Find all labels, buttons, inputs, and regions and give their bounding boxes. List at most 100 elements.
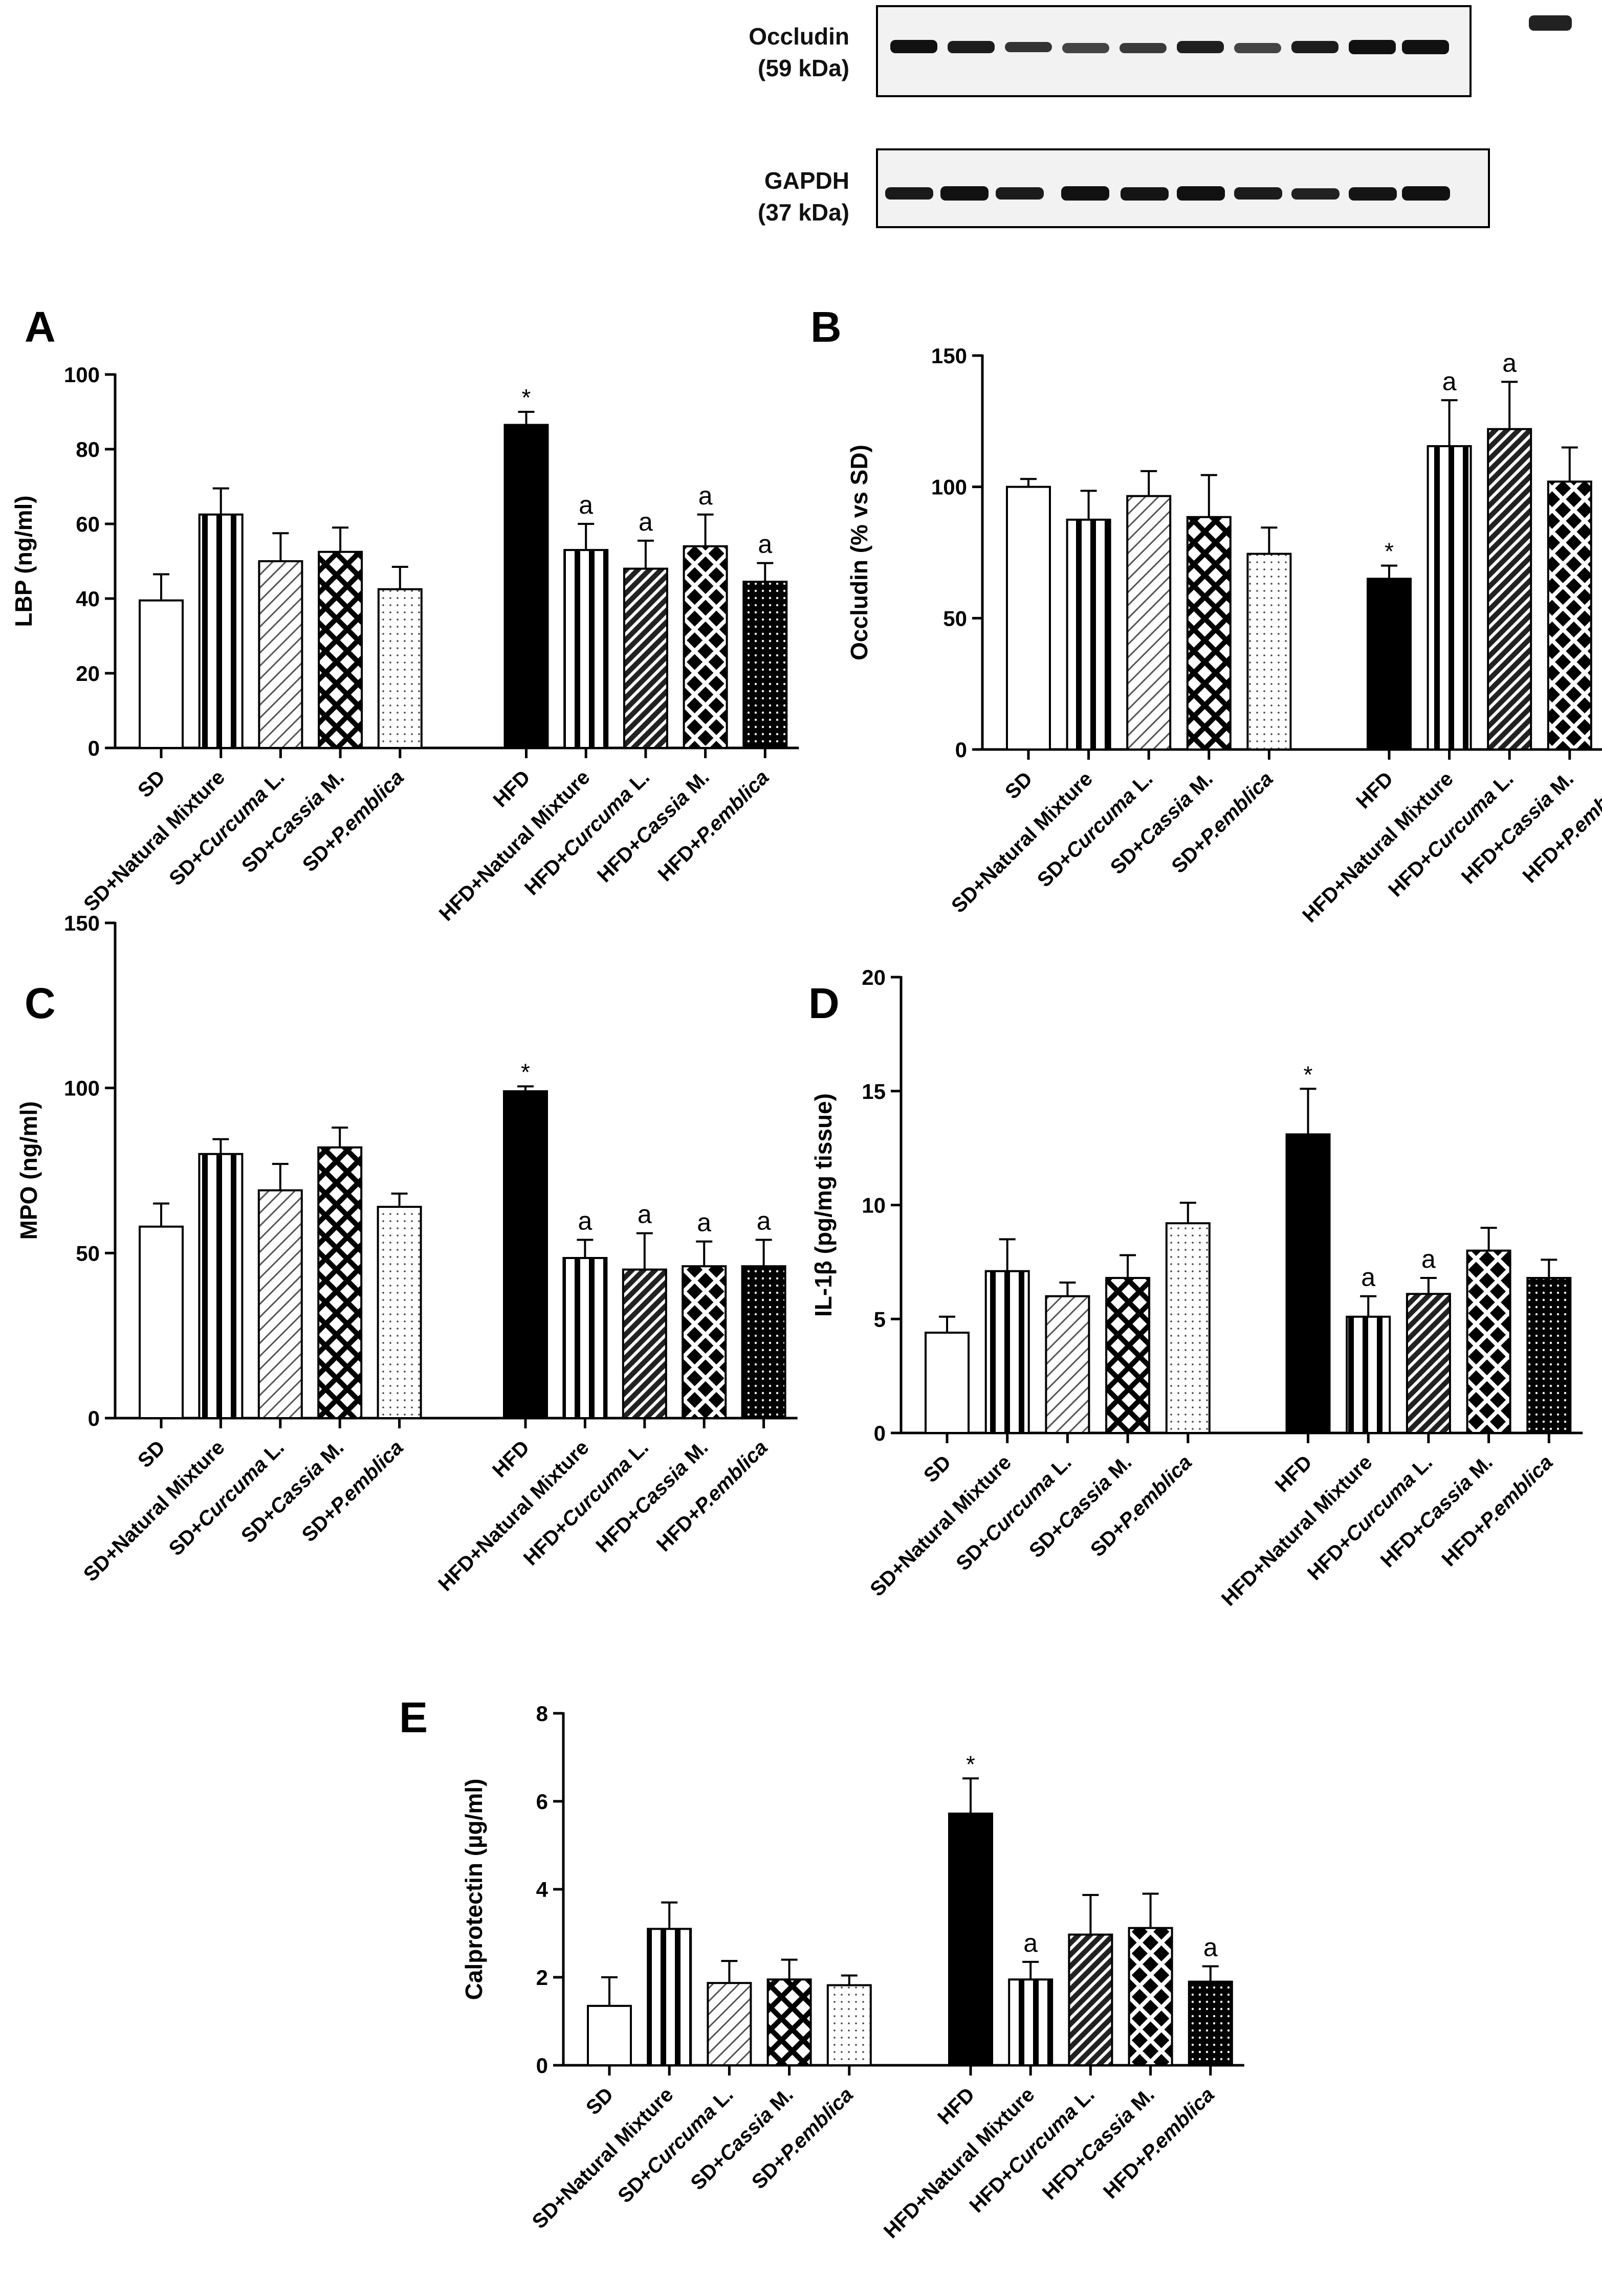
- bar: [1186, 516, 1232, 750]
- y-tick-label: 20: [862, 965, 886, 989]
- significance-label: *: [1304, 1061, 1313, 1088]
- bar: [563, 549, 609, 749]
- category-label: HFD: [1352, 767, 1397, 813]
- y-tick-label: 50: [943, 606, 967, 630]
- y-axis-label: MPO (ng/ml): [15, 1101, 42, 1240]
- panel-letter: D: [808, 979, 840, 1027]
- bar: [1066, 518, 1111, 750]
- gapdh-blot-label: GAPDH (37 kDa): [665, 165, 849, 228]
- y-tick-label: 100: [64, 363, 100, 387]
- bar: [1246, 553, 1292, 750]
- gapdh-band: [1402, 186, 1450, 201]
- bar: [1526, 1277, 1572, 1434]
- panel-letter: C: [25, 979, 56, 1027]
- y-axis-label: Occludin (% vs SD): [846, 445, 872, 660]
- bar: [742, 581, 788, 749]
- occludin-band: [1120, 43, 1167, 53]
- y-tick-label: 150: [64, 911, 100, 935]
- occludin-band: [1062, 43, 1109, 53]
- bar: [1487, 428, 1532, 750]
- significance-label: a: [1023, 1929, 1038, 1957]
- significance-label: a: [757, 1207, 771, 1235]
- bar: [1165, 1222, 1211, 1434]
- category-label: SD: [1001, 767, 1037, 803]
- bar: [1466, 1249, 1511, 1434]
- category-label: HFD+P.emblica: [653, 766, 773, 886]
- category-label: SD+Cassia M.: [237, 1436, 348, 1547]
- bar: [1547, 480, 1592, 750]
- significance-label: *: [1385, 538, 1394, 565]
- occludin-band: [948, 41, 995, 53]
- category-label: HFD+P.emblica: [652, 1436, 772, 1556]
- category-label: SD: [919, 1451, 955, 1487]
- significance-label: a: [698, 481, 713, 510]
- bar: [766, 1978, 812, 2067]
- bar: [1008, 1978, 1054, 2067]
- category-label: HFD+Cassia M.: [1457, 767, 1578, 888]
- panel-letter: B: [810, 303, 842, 351]
- significance-label: *: [522, 384, 531, 411]
- category-label: SD: [134, 1436, 169, 1472]
- y-tick-label: 0: [874, 1421, 886, 1445]
- category-label: SD+P.emblica: [298, 1436, 408, 1546]
- gapdh-band: [1291, 188, 1340, 200]
- bar: [587, 2004, 632, 2066]
- occludin-marker-band: [1529, 15, 1572, 31]
- bar: [948, 1813, 993, 2067]
- y-tick-label: 15: [862, 1079, 886, 1103]
- y-axis-label: IL-1β (pg/mg tissue): [810, 1093, 837, 1317]
- significance-label: a: [697, 1208, 711, 1237]
- category-label: HFD: [489, 766, 535, 811]
- category-label: HFD: [1271, 1451, 1316, 1496]
- bar: [1105, 1277, 1151, 1434]
- y-tick-label: 2: [536, 1966, 548, 1990]
- significance-label: a: [758, 530, 772, 559]
- y-tick-label: 100: [64, 1076, 100, 1100]
- gapdh-blot-name: GAPDH: [764, 167, 849, 194]
- significance-label: a: [1442, 367, 1457, 395]
- y-tick-label: 20: [76, 661, 100, 686]
- y-tick-label: 50: [76, 1241, 100, 1265]
- category-label: HFD+Cassia M.: [593, 766, 714, 887]
- category-label: HFD+Cassia M.: [591, 1436, 712, 1557]
- bar: [377, 588, 423, 749]
- category-label: SD+P.emblica: [1167, 767, 1277, 877]
- bar: [741, 1265, 786, 1420]
- bar: [1045, 1295, 1090, 1434]
- category-label: SD+Cassia M.: [1106, 767, 1217, 878]
- gapdh-band: [940, 186, 989, 201]
- occludin-blot: [876, 5, 1572, 97]
- bar: [683, 545, 728, 749]
- significance-label: a: [1502, 348, 1517, 377]
- gapdh-band: [1061, 186, 1109, 201]
- significance-label: *: [521, 1058, 530, 1085]
- bar: [318, 550, 363, 749]
- category-label: HFD+P.emblica: [1437, 1451, 1557, 1571]
- y-axis-label: LBP (ng/ml): [10, 495, 37, 627]
- category-label: HFD+Cassia M.: [1038, 2083, 1159, 2204]
- significance-label: a: [1421, 1245, 1436, 1273]
- gapdh-band: [996, 187, 1044, 200]
- category-label: SD+Cassia M.: [237, 766, 348, 877]
- bar: [1367, 578, 1412, 751]
- y-tick-label: 10: [862, 1194, 886, 1218]
- significance-label: *: [966, 1751, 975, 1777]
- y-tick-label: 0: [536, 2054, 548, 2078]
- bar: [503, 424, 549, 749]
- bar: [622, 1268, 667, 1420]
- category-label: SD+P.emblica: [298, 766, 408, 876]
- bar: [1346, 1315, 1391, 1434]
- bar: [1068, 1933, 1113, 2067]
- bar: [925, 1331, 970, 1434]
- y-tick-label: 100: [931, 475, 967, 499]
- panel-letter: E: [399, 1693, 428, 1741]
- y-tick-label: 4: [536, 1878, 548, 1902]
- gapdh-band: [885, 187, 933, 200]
- occludin-blot-label: Occludin (59 kDa): [665, 20, 849, 84]
- gapdh-band: [1234, 187, 1282, 200]
